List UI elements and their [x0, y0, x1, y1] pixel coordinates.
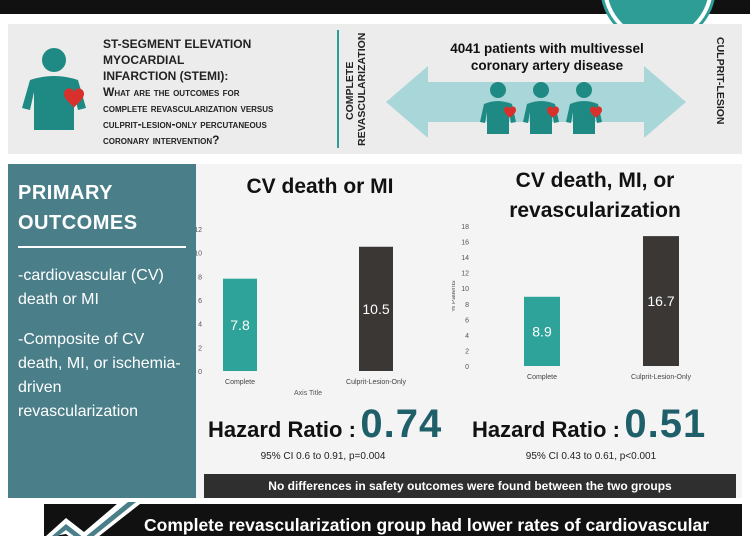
right-chart-ytick-6: 12	[461, 271, 469, 278]
hazard-ratio-value-left: 0.74	[360, 402, 443, 446]
right-chart-value-label-1: 16.7	[647, 293, 674, 309]
outcomes-title-line-1: PRIMARY	[18, 182, 113, 204]
outcomes-title-line-2: OUTCOMES	[18, 212, 138, 234]
primary-outcomes-panel: PRIMARY OUTCOMES -cardiovascular (CV) de…	[8, 164, 196, 498]
right-chart-ytick-4: 8	[465, 302, 469, 309]
right-chart-ytick-5: 10	[461, 286, 469, 293]
right-chart-ytick-7: 14	[461, 255, 469, 262]
right-chart-category-0: Complete	[527, 374, 557, 381]
top-bar	[0, 0, 750, 14]
study-header: ST-SEGMENT ELEVATION MYOCARDIAL INFARCTI…	[8, 24, 742, 154]
left-chart-xlabel: Axis Title	[294, 390, 322, 397]
right-chart-bar-0	[524, 296, 560, 366]
outcomes-divider	[18, 246, 186, 248]
question-line-4: complete revascularization versus	[103, 101, 274, 115]
safety-note-bar: No differences in safety outcomes were f…	[204, 474, 736, 498]
left-chart-ytick-6: 12	[196, 227, 202, 234]
left-chart-category-1: Culprit-Lesion-Only	[346, 379, 406, 386]
hazard-ratio-label-right: Hazard Ratio :	[472, 417, 620, 442]
confidence-interval-left: 95% CI 0.6 to 0.91, p=0.004	[260, 451, 386, 462]
patient-group-icon	[480, 82, 602, 134]
chart-title-right: CV death, MI, or revascularization	[509, 169, 681, 222]
research-question: ST-SEGMENT ELEVATION MYOCARDIAL INFARCTI…	[103, 36, 333, 148]
conclusion-box	[44, 504, 742, 536]
left-chart-ytick-1: 2	[198, 345, 202, 352]
patients-line-1: 4041 patients with multivessel	[450, 41, 644, 56]
left-chart-bar-0	[223, 278, 257, 371]
hazard-ratio-value-right: 0.51	[624, 402, 707, 446]
right-chart-ytick-8: 16	[461, 240, 469, 247]
checkmark-icon	[46, 498, 140, 536]
right-chart-value-label-0: 8.9	[532, 323, 552, 339]
top-spacer	[0, 14, 750, 24]
right-chart-ytick-9: 18	[461, 224, 469, 231]
complete-arm-label: COMPLETE REVASCULARIZATION	[344, 32, 368, 146]
right-chart-category-1: Culprit-Lesion-Only	[631, 374, 691, 381]
right-chart-ytick-0: 0	[465, 364, 469, 371]
question-line-2: INFARCTION (STEMI):	[103, 69, 229, 83]
left-chart-ytick-3: 6	[198, 298, 202, 305]
right-chart-ytick-1: 2	[465, 348, 469, 355]
left-chart-ytick-5: 10	[196, 251, 202, 258]
bar-chart-cv-death-mi: 0 2 4 6 8 10 12 7.8 Complete 10.5 Culprit-Lesion-O…	[196, 227, 406, 397]
hazard-ratio-label-left: Hazard Ratio :	[208, 417, 356, 442]
left-chart-bar-1	[359, 246, 393, 371]
right-chart-ytick-2: 4	[465, 333, 469, 340]
confidence-interval-right: 95% CI 0.43 to 0.61, p<0.001	[525, 451, 657, 462]
culprit-arm-label: CULPRIT-LESION	[714, 37, 726, 125]
left-chart-ytick-0: 0	[198, 369, 202, 376]
conclusion-text: Complete revascularization group had low…	[144, 515, 710, 535]
question-line-6: coronary intervention?	[103, 133, 220, 147]
right-chart-ylabel: % Patients	[452, 280, 457, 312]
question-line-1: ST-SEGMENT ELEVATION MYOCARDIAL	[103, 37, 252, 67]
patients-line-2: coronary artery disease	[470, 58, 624, 73]
left-chart-ytick-2: 4	[198, 322, 202, 329]
left-chart-ytick-4: 8	[198, 274, 202, 281]
section-gap	[8, 154, 742, 164]
right-chart-ytick-3: 6	[465, 317, 469, 324]
hazard-ratio-left: Hazard Ratio : 0.74	[208, 402, 442, 447]
outcome-item-1: -cardiovascular (CV) death or MI	[18, 267, 164, 308]
patients-summary: 4041 patients with multivessel coronary …	[413, 40, 681, 74]
header-divider	[337, 30, 339, 148]
question-line-5: culprit-lesion-only percutaneous	[103, 117, 267, 131]
chart-title-left: CV death or MI	[246, 175, 394, 198]
right-chart-bar-1	[643, 236, 679, 366]
bar-chart-composite: 0 2 4 6 8 10 12 14 16 18 % Patients 8.9 Complete 16.7…	[452, 224, 691, 381]
question-line-3: What are the outcomes for	[103, 85, 240, 99]
left-chart-value-label-0: 7.8	[230, 317, 250, 333]
patient-heart-icon	[22, 48, 86, 130]
left-chart-category-0: Complete	[225, 379, 255, 386]
outcome-item-2: -Composite of CV death, MI, or ischemia-…	[18, 331, 181, 420]
hazard-ratio-right: Hazard Ratio : 0.51	[472, 402, 706, 447]
left-chart-value-label-1: 10.5	[362, 301, 389, 317]
